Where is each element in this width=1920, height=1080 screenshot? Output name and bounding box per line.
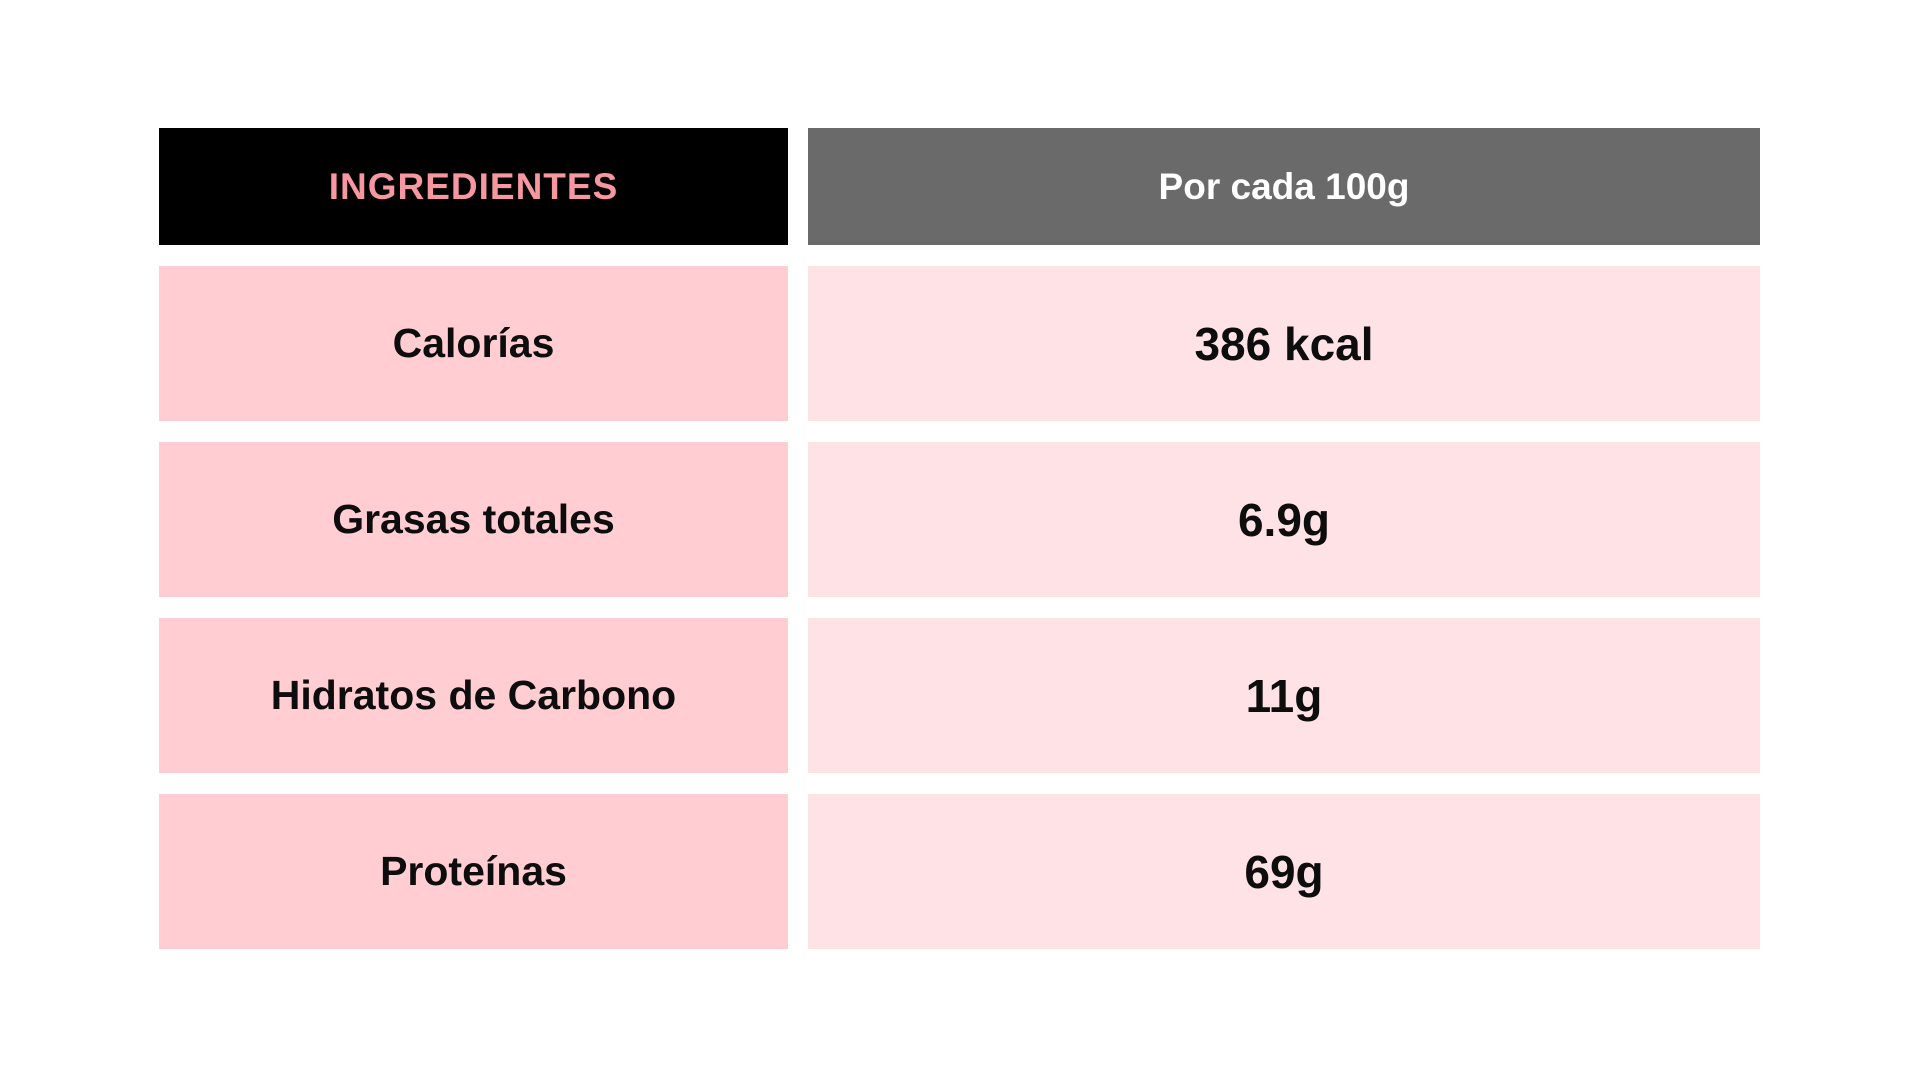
row-label: Proteínas — [380, 848, 567, 894]
row-label: Calorías — [392, 320, 555, 366]
table-row-proteins-value-cell: 69g — [808, 794, 1760, 949]
row-label: Hidratos de Carbono — [270, 672, 677, 718]
nutrition-table: INGREDIENTES Por cada 100g Calorías 386 … — [159, 128, 1760, 949]
row-value: 386 kcal — [1194, 317, 1374, 370]
header-ingredients-label: INGREDIENTES — [328, 165, 619, 207]
header-cell-ingredients: INGREDIENTES — [159, 128, 788, 245]
table-row-proteins-label-cell: Proteínas — [159, 794, 788, 949]
row-label: Grasas totales — [332, 496, 615, 542]
header-cell-per-100g: Por cada 100g — [808, 128, 1760, 245]
table-row-carbohydrates-value-cell: 11g — [808, 618, 1760, 773]
table-row-total-fat-label-cell: Grasas totales — [159, 442, 788, 597]
table-row-calories-value-cell: 386 kcal — [808, 266, 1760, 421]
table-row-calories-label-cell: Calorías — [159, 266, 788, 421]
row-value: 69g — [1244, 845, 1324, 898]
row-value: 6.9g — [1237, 493, 1331, 546]
table-row-carbohydrates-label-cell: Hidratos de Carbono — [159, 618, 788, 773]
table-row-total-fat-value-cell: 6.9g — [808, 442, 1760, 597]
row-value: 11g — [1245, 669, 1323, 722]
header-per-100g-label: Por cada 100g — [1158, 165, 1410, 207]
